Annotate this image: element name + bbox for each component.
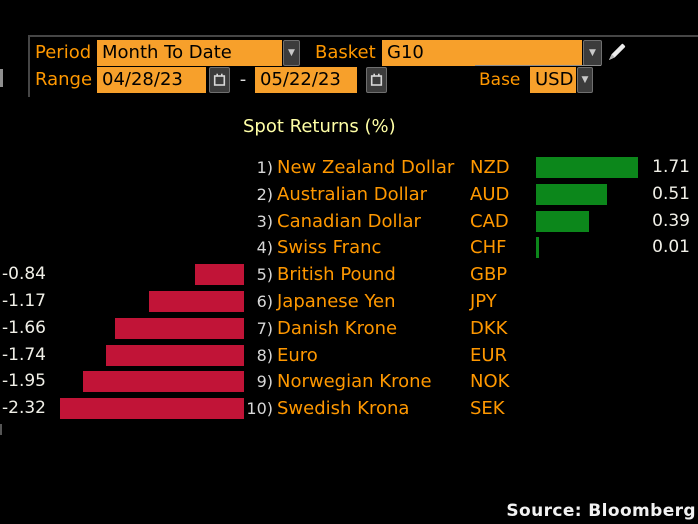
pencil-glyph	[609, 43, 626, 60]
negative-value: -0.84	[2, 264, 46, 285]
negative-bar	[60, 398, 244, 420]
negative-value: -1.95	[2, 371, 46, 392]
range-separator: -	[239, 69, 247, 90]
negative-bar	[149, 291, 244, 312]
currency-name: Canadian Dollar	[277, 210, 421, 232]
currency-name: Swedish Krona	[277, 398, 410, 420]
chevron-down-icon: ▼	[589, 47, 596, 58]
chevron-down-icon: ▼	[581, 74, 589, 85]
base-section-divider	[475, 65, 601, 66]
currency-name: Japanese Yen	[277, 291, 396, 312]
chevron-down-icon: ▼	[288, 47, 295, 58]
row-rank: 2)	[256, 184, 273, 204]
row-rank: 6)	[256, 292, 273, 311]
currency-name: Danish Krone	[277, 317, 398, 339]
negative-value: -1.17	[2, 291, 46, 311]
currency-name: Australian Dollar	[277, 183, 428, 205]
positive-value: 0.01	[652, 237, 690, 258]
row-rank: 7)	[256, 318, 273, 338]
currency-code: EUR	[470, 344, 508, 366]
currency-code: DKK	[470, 317, 508, 339]
currency-code: CAD	[470, 210, 509, 232]
row-rank: 1)	[256, 158, 273, 177]
currency-code: NOK	[470, 371, 510, 393]
currency-row: 3) Canadian Dollar CAD 0.39	[0, 208, 698, 235]
currency-row: 4) Swiss Franc CHF 0.01	[0, 234, 698, 261]
left-edge-tick	[0, 69, 3, 87]
currency-row: -2.32 10) Swedish Krona SEK	[0, 395, 698, 422]
period-dropdown-button[interactable]: ▼	[283, 40, 300, 66]
negative-value: -1.74	[2, 344, 46, 365]
currency-name: Swiss Franc	[277, 237, 382, 259]
range-label: Range	[35, 69, 93, 90]
positive-bar	[536, 237, 539, 259]
negative-bar	[83, 371, 244, 393]
row-rank: 3)	[256, 211, 273, 231]
currency-code: CHF	[470, 237, 507, 259]
positive-bar	[536, 183, 607, 205]
negative-value: -2.32	[2, 398, 46, 419]
currency-row: -1.66 7) Danish Krone DKK	[0, 315, 698, 342]
range-start-calendar-button[interactable]	[209, 67, 230, 93]
currency-row: -0.84 5) British Pound GBP	[0, 261, 698, 288]
calendar-icon	[213, 73, 226, 86]
currency-code: SEK	[470, 398, 505, 420]
currency-name: British Pound	[277, 264, 396, 286]
negative-bar	[115, 317, 244, 339]
row-rank: 5)	[256, 265, 273, 285]
row-rank: 8)	[256, 345, 273, 365]
positive-value: 1.71	[652, 157, 690, 177]
negative-bar	[195, 264, 244, 286]
range-end-input[interactable]: 05/22/23	[255, 67, 357, 93]
currency-code: NZD	[470, 157, 510, 178]
calendar-icon	[370, 73, 383, 86]
positive-value: 0.51	[652, 183, 690, 204]
currency-name: New Zealand Dollar	[277, 157, 455, 178]
row-rank: 9)	[256, 372, 273, 392]
positive-bar	[536, 157, 638, 178]
currency-code: GBP	[470, 264, 508, 286]
basket-dropdown[interactable]: G10	[382, 40, 582, 66]
currency-code: JPY	[470, 291, 497, 312]
basket-label: Basket	[315, 42, 376, 63]
negative-value: -1.66	[2, 317, 46, 338]
positive-bar	[536, 210, 589, 232]
positive-value: 0.39	[652, 210, 690, 231]
top-divider-line	[28, 35, 698, 37]
currency-name: Euro	[277, 344, 318, 366]
currency-name: Norwegian Krone	[277, 371, 432, 393]
row-rank: 10)	[246, 399, 273, 419]
currency-code: AUD	[470, 183, 510, 205]
source-attribution: Source: Bloomberg	[506, 501, 696, 521]
currency-row: -1.74 8) Euro EUR	[0, 342, 698, 369]
left-edge-tick-lower	[0, 424, 2, 435]
currency-row: -1.95 9) Norwegian Krone NOK	[0, 368, 698, 395]
range-start-input[interactable]: 04/28/23	[97, 67, 206, 93]
edit-pencil-icon[interactable]	[604, 39, 630, 65]
currency-row: 1) New Zealand Dollar NZD 1.71	[0, 154, 698, 181]
currency-row: 2) Australian Dollar AUD 0.51	[0, 181, 698, 208]
period-dropdown[interactable]: Month To Date	[97, 40, 282, 66]
base-dropdown[interactable]: USD	[530, 67, 576, 93]
toolbar-left-border	[28, 35, 30, 97]
base-label: Base	[479, 70, 521, 90]
base-dropdown-button[interactable]: ▼	[577, 67, 593, 93]
range-end-calendar-button[interactable]	[366, 67, 387, 93]
currency-row: -1.17 6) Japanese Yen JPY	[0, 288, 698, 315]
period-label: Period	[35, 42, 92, 63]
negative-bar	[106, 344, 244, 366]
chart-title: Spot Returns (%)	[243, 116, 396, 137]
row-rank: 4)	[256, 238, 273, 258]
